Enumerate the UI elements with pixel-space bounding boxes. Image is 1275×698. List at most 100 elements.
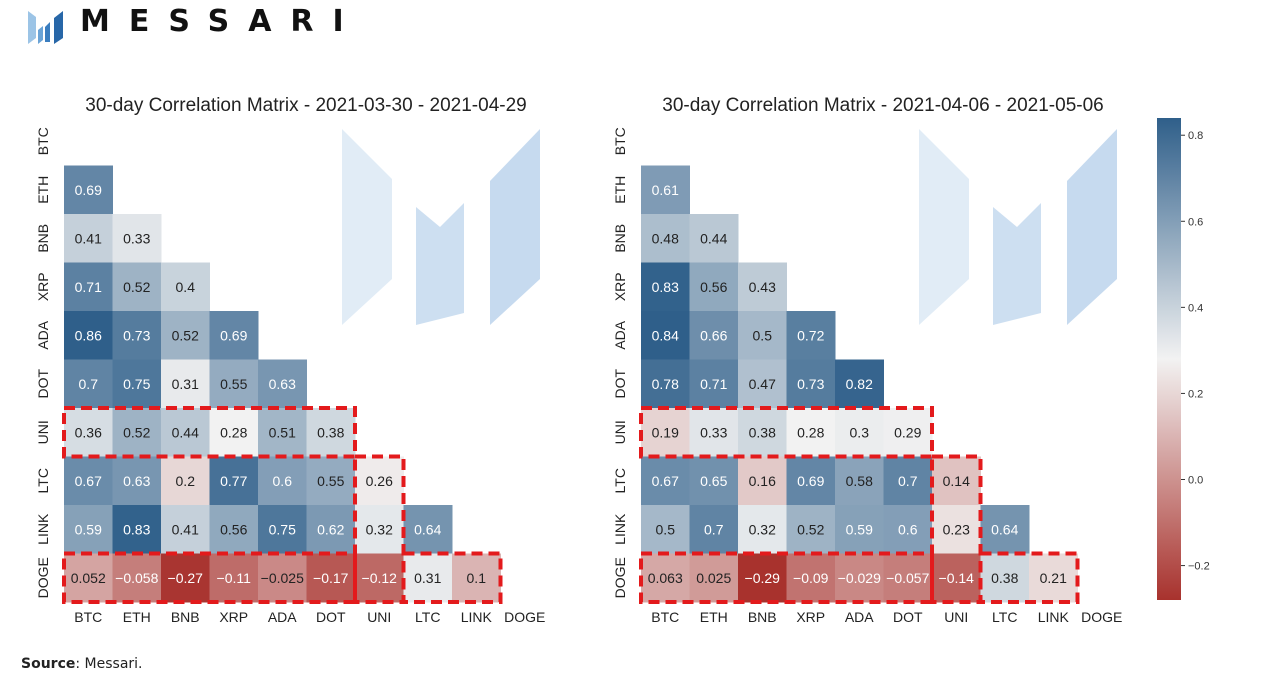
cell-value-label: 0.69 — [220, 327, 247, 343]
heatmap-cell — [786, 553, 836, 603]
heatmap-cell — [209, 311, 259, 360]
heatmap-cell — [689, 262, 739, 312]
y-tick-label: ADA — [35, 320, 51, 349]
colorbar: 0.8 0.6 0.4 0.2 0.0 −0.2 — [1157, 118, 1210, 600]
cell-value-label: 0.36 — [75, 424, 102, 440]
watermark-shape — [993, 203, 1041, 325]
highlight-box — [978, 551, 1080, 604]
heatmap-cell — [64, 505, 113, 554]
heatmap-cell — [689, 359, 739, 409]
heatmap-cell — [112, 214, 162, 263]
colorbar-tick-label: 0.2 — [1188, 388, 1203, 400]
cell-value-label: −0.029 — [838, 570, 881, 586]
heatmap-cell — [403, 505, 453, 554]
cell-value-label: −0.29 — [745, 570, 781, 586]
cell-value-label: 0.77 — [220, 473, 247, 489]
heatmap-cell — [161, 553, 210, 603]
heatmap-cell — [883, 408, 933, 457]
cell-value-label: 0.41 — [75, 230, 102, 246]
heatmap-cell — [258, 505, 307, 554]
heatmap-cell — [112, 359, 162, 409]
heatmap-cell — [641, 505, 690, 554]
watermark-shape — [919, 129, 969, 325]
heatmap-cell — [112, 505, 162, 554]
heatmap-cell — [161, 359, 210, 409]
cell-value-label: 0.64 — [414, 521, 441, 537]
cell-value-label: −0.025 — [261, 570, 304, 586]
heatmap-cell — [786, 408, 836, 457]
y-tick-label: BTC — [35, 127, 51, 155]
x-tick-label: LINK — [1038, 609, 1070, 625]
cell-value-label: 0.73 — [797, 376, 824, 392]
heatmap-cell — [980, 553, 1030, 603]
source-label: Source — [21, 656, 76, 672]
cell-value-label: 0.55 — [220, 376, 247, 392]
highlight-box — [353, 454, 406, 604]
y-tick-label: BNB — [612, 224, 628, 253]
x-tick-label: LINK — [461, 609, 493, 625]
heatmap-cell — [641, 165, 690, 215]
cell-value-label: 0.65 — [700, 473, 727, 489]
cell-value-label: 0.56 — [700, 279, 727, 295]
cell-value-label: 0.38 — [317, 424, 344, 440]
heatmap-cell — [64, 165, 113, 215]
heatmap-cell — [355, 505, 404, 554]
cell-value-label: 0.69 — [797, 473, 824, 489]
cell-value-label: 0.86 — [75, 327, 102, 343]
cell-value-label: 0.025 — [696, 570, 731, 586]
heatmap-cell — [689, 456, 739, 506]
cell-value-label: 0.59 — [846, 521, 873, 537]
heatmap-cell — [1029, 553, 1078, 603]
cell-value-label: 0.16 — [749, 473, 776, 489]
cell-value-label: 0.58 — [846, 473, 873, 489]
source-note: Source: Messari. — [21, 656, 143, 672]
messari-logo-icon — [28, 11, 63, 44]
heatmap-cell — [738, 456, 787, 506]
heatmap-cell — [258, 408, 307, 457]
cell-value-label: −0.11 — [217, 570, 252, 586]
y-tick-label: UNI — [612, 420, 628, 444]
heatmap-cell — [64, 553, 113, 603]
correlation-matrix-1: 30-day Correlation Matrix - 2021-03-30 -… — [35, 95, 545, 625]
cell-value-label: 0.32 — [749, 521, 776, 537]
cell-value-label: 0.48 — [652, 230, 679, 246]
heatmap-cell — [112, 262, 162, 312]
heatmap-cell — [835, 553, 884, 603]
cell-value-label: 0.63 — [269, 376, 296, 392]
cell-value-label: 0.32 — [366, 521, 393, 537]
cell-value-label: 0.69 — [75, 182, 102, 198]
heatmap-cell — [835, 408, 884, 457]
cell-value-label: 0.72 — [797, 327, 824, 343]
colorbar-tick-label: 0.0 — [1188, 475, 1203, 487]
cell-value-label: 0.67 — [652, 473, 679, 489]
heatmap-cell — [835, 359, 884, 409]
cell-value-label: 0.82 — [846, 376, 873, 392]
heatmap-cell — [209, 456, 259, 506]
cell-value-label: −0.14 — [939, 570, 975, 586]
heatmap-cell — [209, 553, 259, 603]
cell-value-label: 0.75 — [269, 521, 296, 537]
highlight-box — [401, 551, 503, 604]
heatmap-cell — [306, 505, 356, 554]
cell-value-label: 0.78 — [652, 376, 679, 392]
heatmap-cell — [641, 214, 690, 263]
cell-value-label: 0.44 — [172, 424, 199, 440]
heatmap-cell — [306, 456, 356, 506]
heatmap-cell — [738, 505, 787, 554]
cell-value-label: −0.057 — [886, 570, 929, 586]
heatmap-cell — [932, 505, 981, 554]
x-tick-label: UNI — [367, 609, 391, 625]
cell-value-label: 0.6 — [898, 521, 918, 537]
heatmap-cell — [883, 456, 933, 506]
cell-value-label: 0.33 — [123, 230, 150, 246]
heatmap-cell — [258, 359, 307, 409]
watermark-shape — [490, 129, 540, 325]
y-tick-label: XRP — [612, 272, 628, 301]
brand-wordmark: MESSARI — [80, 4, 363, 39]
heatmap-cell — [355, 456, 404, 506]
cell-value-label: 0.41 — [172, 521, 199, 537]
cell-value-label: 0.62 — [317, 521, 344, 537]
y-tick-label: ETH — [612, 176, 628, 204]
cell-value-label: 0.47 — [749, 376, 776, 392]
